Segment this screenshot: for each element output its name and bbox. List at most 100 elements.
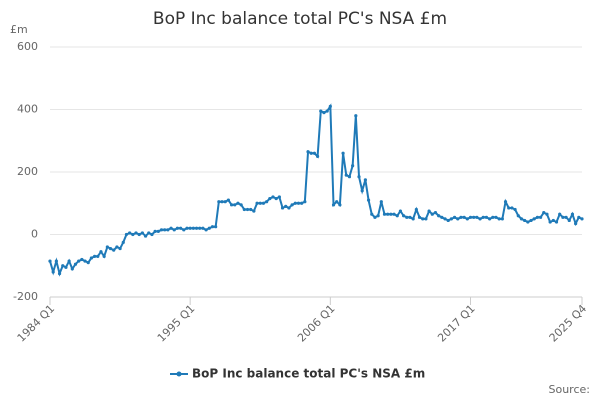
- y-unit: £m: [10, 23, 28, 36]
- data-point: [382, 212, 387, 216]
- data-point: [214, 225, 218, 229]
- data-point: [233, 203, 237, 207]
- data-point: [322, 111, 326, 115]
- data-point: [370, 212, 374, 216]
- data-point: [430, 212, 434, 216]
- data-point: [172, 228, 176, 232]
- data-point: [500, 217, 504, 221]
- data-point: [548, 220, 552, 224]
- data-point: [51, 270, 55, 274]
- data-point: [150, 232, 154, 237]
- data-point: [290, 203, 294, 207]
- data-point: [284, 204, 288, 208]
- data-point: [545, 212, 549, 216]
- data-point: [99, 250, 103, 254]
- data-point: [376, 214, 380, 218]
- data-point: [134, 231, 138, 235]
- data-point: [210, 225, 215, 229]
- data-point: [124, 232, 129, 237]
- data-point: [89, 256, 94, 260]
- data-point: [366, 198, 371, 202]
- data-point: [201, 226, 205, 230]
- data-point: [312, 151, 317, 155]
- legend-label: BoP Inc balance total PC's NSA £m: [192, 367, 425, 381]
- data-point: [395, 214, 399, 218]
- series-line: [49, 103, 583, 277]
- data-point: [287, 206, 291, 210]
- data-point: [481, 215, 485, 219]
- data-point: [319, 109, 323, 113]
- data-point: [179, 226, 183, 230]
- data-point: [526, 220, 530, 224]
- data-point: [475, 215, 479, 219]
- data-point: [373, 215, 377, 219]
- data-point: [166, 228, 170, 232]
- data-point: [70, 267, 74, 271]
- data-point: [503, 200, 508, 204]
- data-point: [118, 246, 122, 251]
- data-point: [80, 257, 84, 262]
- data-point: [226, 198, 230, 202]
- data-point: [293, 201, 297, 205]
- data-point: [386, 212, 390, 216]
- data-point: [271, 195, 275, 199]
- y-tick-label: -200: [13, 290, 38, 303]
- data-point: [153, 229, 157, 233]
- data-point: [468, 215, 473, 219]
- data-point: [507, 206, 511, 210]
- x-tick-label: 2006 Q1: [295, 302, 338, 345]
- data-point: [529, 218, 533, 223]
- data-point: [191, 226, 195, 230]
- data-point: [344, 173, 348, 177]
- data-point: [268, 196, 272, 201]
- data-point: [523, 218, 527, 223]
- data-point: [255, 201, 259, 205]
- data-point: [456, 217, 460, 221]
- data-point: [427, 209, 431, 213]
- data-point: [580, 217, 584, 221]
- y-tick-label: 0: [31, 228, 38, 241]
- data-point: [433, 211, 438, 215]
- data-point: [554, 220, 559, 224]
- data-point: [115, 245, 119, 249]
- data-point: [48, 259, 52, 263]
- data-point: [182, 228, 186, 232]
- data-point: [137, 232, 141, 237]
- data-point: [67, 259, 71, 263]
- data-point: [570, 212, 575, 216]
- data-point: [159, 228, 164, 232]
- chart-title: BoP Inc balance total PC's NSA £m: [153, 9, 447, 29]
- data-point: [112, 248, 116, 252]
- data-point: [363, 178, 367, 182]
- data-point: [567, 218, 571, 223]
- data-point: [277, 195, 281, 199]
- data-point: [564, 215, 568, 219]
- data-point: [265, 200, 269, 204]
- data-point: [296, 201, 301, 205]
- x-tick-label: 2017 Q1: [435, 302, 478, 345]
- data-point: [402, 214, 406, 218]
- data-point: [223, 200, 227, 204]
- data-point: [446, 218, 450, 223]
- data-point: [392, 212, 396, 216]
- data-point: [414, 207, 418, 212]
- data-point: [245, 207, 250, 212]
- data-point: [577, 215, 581, 219]
- data-point: [57, 271, 62, 276]
- data-point: [73, 262, 78, 266]
- data-point: [325, 109, 329, 113]
- data-point: [488, 217, 492, 221]
- data-point: [64, 265, 68, 269]
- data-point: [561, 215, 565, 219]
- data-point: [510, 206, 514, 210]
- data-point: [335, 200, 339, 204]
- data-point: [417, 215, 422, 219]
- data-point: [421, 217, 425, 221]
- data-point: [156, 229, 160, 233]
- data-point: [484, 215, 489, 219]
- data-point: [143, 234, 148, 238]
- y-tick-label: 600: [17, 40, 38, 53]
- y-tick-label: 400: [17, 103, 38, 116]
- data-point: [497, 217, 501, 221]
